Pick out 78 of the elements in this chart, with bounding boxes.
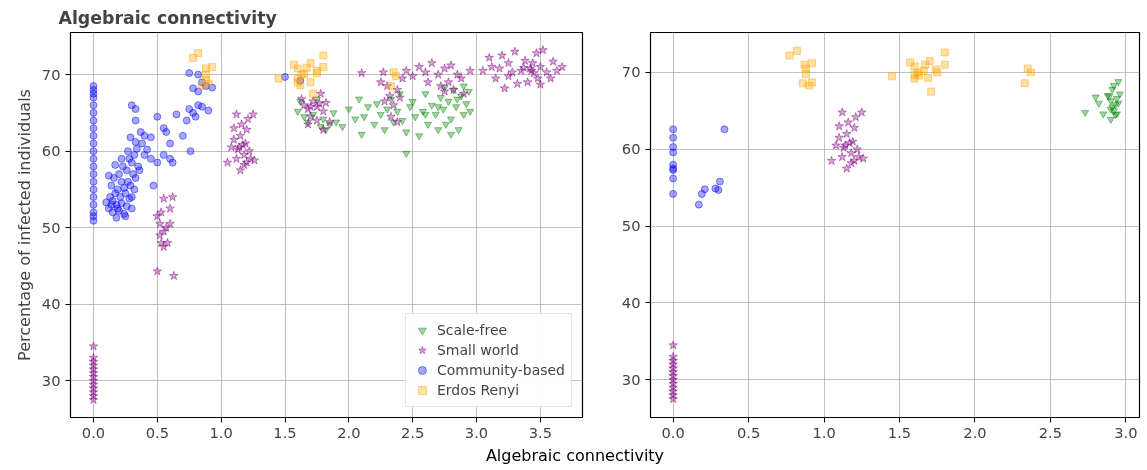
chart-title: Algebraic connectivity [58,7,277,28]
point [669,174,678,183]
point [669,148,678,157]
x-tick-label: 2.5 [401,423,425,441]
point [720,125,729,134]
point [1106,116,1115,124]
y-tick-label: 40 [621,294,641,311]
point [837,107,847,117]
y-tick-label: 40 [41,295,61,313]
point [669,133,678,142]
point [940,60,949,69]
point [1026,68,1035,77]
point [1094,100,1103,108]
point [1020,79,1029,88]
point [887,72,896,81]
y-tick-label: 30 [621,370,641,388]
point [694,200,703,209]
point [857,107,867,117]
point [1114,79,1123,87]
point [843,117,853,127]
y-tick-label: 50 [41,218,61,236]
x-axis-title: Algebraic connectivity [485,445,665,467]
point [924,73,933,82]
x-tick-label: 3.0 [1114,423,1138,441]
x-tick-label: 2.0 [337,423,361,441]
point [700,185,709,194]
x-tick-label: 3.0 [464,423,489,441]
legend-label: Erdos Renyi [436,382,520,398]
point [831,140,841,150]
point [807,59,816,68]
point [852,144,863,154]
legend-label: Small world [436,342,519,358]
x-tick-label: 2.0 [963,423,987,441]
point [910,62,919,71]
x-tick-label: 1.0 [209,423,233,441]
x-tick-label: 0.5 [145,423,169,441]
x-tick-label: 2.5 [1038,423,1063,441]
x-tick-label: 3.5 [528,423,553,441]
point [792,46,801,55]
point [940,48,949,57]
x-tick-label: 1.5 [887,423,912,441]
point [668,340,678,350]
point [858,153,869,163]
x-tick-label: 1.0 [812,423,836,441]
point [669,125,678,134]
x-tick-label: 0.0 [661,423,685,441]
point [801,70,810,78]
legend-label: Scale-free [436,322,508,338]
y-tick-label: 60 [621,140,641,158]
point [1099,111,1108,119]
point [846,148,857,158]
point [850,112,861,122]
y-tick-label: 50 [621,217,641,235]
point [1115,91,1124,99]
point [668,351,678,361]
point [785,51,794,60]
x-tick-label: 0.5 [736,423,761,441]
point [841,128,852,139]
point [715,177,724,186]
point [826,155,837,165]
point [834,121,844,131]
y-tick-label: 70 [41,65,61,83]
point [837,151,847,162]
x-tick-label: 1.5 [273,423,297,441]
point [841,163,852,173]
point [1091,94,1100,102]
point [925,56,934,65]
x-tick-label: 0.0 [81,423,106,441]
legend-label: Community-based [436,362,565,378]
y-tick-label: 30 [41,371,61,389]
point [834,132,844,142]
point [849,122,860,132]
point [669,189,678,198]
point [1081,109,1090,117]
y-tick-label: 70 [621,63,641,81]
point [927,87,936,96]
y-tick-label: 60 [41,142,61,160]
y-axis-title: Percentage of infected individuals [14,89,34,361]
